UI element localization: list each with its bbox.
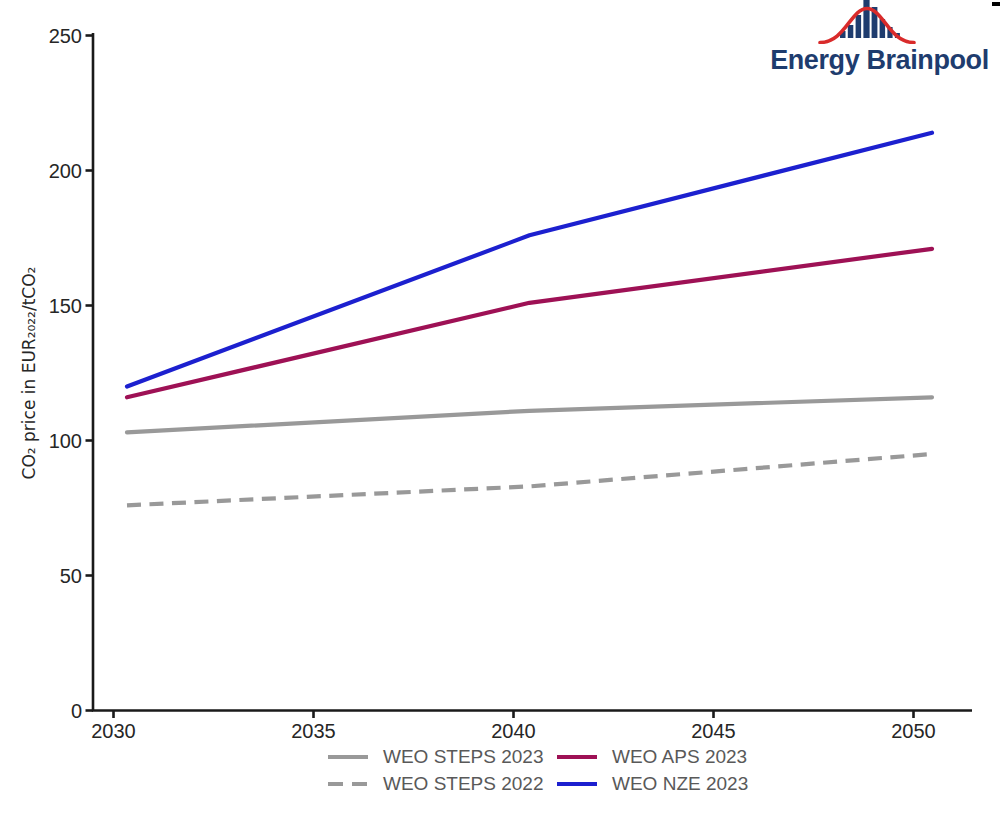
- y-tick-label: 0: [71, 700, 82, 722]
- energy-brainpool-logo: Energy Brainpool: [763, 0, 996, 76]
- axes: [93, 33, 972, 711]
- chart-canvas: 0 50 100 150 200 250 2030 2035 2040 2045 2050: [0, 0, 1000, 821]
- series-line-weo-steps-2022: [127, 454, 932, 505]
- y-tick-label: 150: [49, 295, 82, 317]
- legend-label: WEO NZE 2023: [612, 773, 748, 795]
- chart-legend: WEO STEPS 2023 WEO APS 2023 WEO STEPS 20…: [328, 746, 748, 795]
- legend-item-weo-aps-2023: WEO APS 2023: [557, 746, 748, 768]
- x-tick-label: 2030: [91, 720, 136, 742]
- legend-item-weo-steps-2023: WEO STEPS 2023: [328, 746, 557, 768]
- legend-swatch-solid-maroon: [557, 755, 597, 760]
- y-tick-label: 100: [49, 430, 82, 452]
- logo-histogram-icon: [763, 0, 996, 44]
- series-line-weo-nze-2023: [127, 133, 932, 387]
- x-tick-label: 2035: [291, 720, 336, 742]
- x-tick-label: 2040: [491, 720, 536, 742]
- legend-item-weo-steps-2022: WEO STEPS 2022: [328, 773, 557, 795]
- series-line-weo-aps-2023: [127, 249, 932, 397]
- y-tick-label: 250: [49, 25, 82, 47]
- legend-swatch-solid-gray: [328, 755, 368, 760]
- y-tick-label: 200: [49, 160, 82, 182]
- x-tick-label: 2050: [891, 720, 936, 742]
- corner-mark: [992, 2, 1000, 6]
- legend-label: WEO STEPS 2022: [383, 773, 544, 795]
- legend-label: WEO STEPS 2023: [383, 746, 544, 768]
- legend-swatch-dashed-gray: [328, 782, 368, 787]
- y-tick-label: 50: [60, 565, 82, 587]
- legend-swatch-solid-blue: [557, 782, 597, 787]
- x-tick-label: 2045: [691, 720, 736, 742]
- legend-label: WEO APS 2023: [612, 746, 747, 768]
- legend-item-weo-nze-2023: WEO NZE 2023: [557, 773, 748, 795]
- series-line-weo-steps-2023: [127, 397, 932, 432]
- chart-screen: CO₂ price in EUR₂₀₂₂/tCO₂ 05010015020025…: [0, 0, 1000, 821]
- logo-wordmark: Energy Brainpool: [763, 45, 996, 76]
